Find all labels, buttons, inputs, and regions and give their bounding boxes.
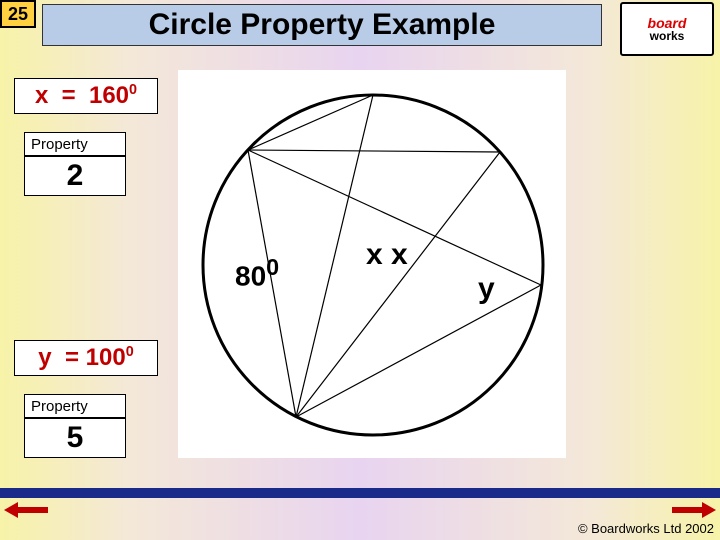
property-label-2: Property [24,394,126,418]
slide-number: 25 [8,4,28,25]
y-equation: y = 1000 [38,344,133,372]
property-number-1: 2 [24,156,126,196]
property-label-1: Property [24,132,126,156]
angle-x-label: x x [366,238,408,272]
property-number-2: 5 [24,418,126,458]
boardworks-logo: board works [620,2,714,56]
angle-80-label: 800 [235,254,279,292]
copyright-text: © Boardworks Ltd 2002 [578,521,714,536]
prev-arrow-icon[interactable] [4,500,52,520]
title-bar: Circle Property Example [42,4,602,46]
x-equation-box: x = 1600 [14,78,158,114]
next-arrow-icon[interactable] [668,500,716,520]
y-equation-box: y = 1000 [14,340,158,376]
slide-title: Circle Property Example [149,8,496,42]
slide-number-badge: 25 [0,0,36,28]
footer-bar [0,488,720,498]
logo-line1: board [648,16,687,30]
angle-y-label: y [478,272,495,306]
logo-line2: works [650,30,685,42]
x-equation: x = 1600 [35,82,137,110]
slide: 25 Circle Property Example board works x… [0,0,720,540]
